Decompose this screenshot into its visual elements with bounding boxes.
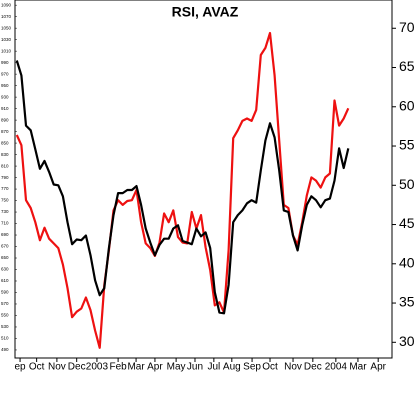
- y2-tick-label: 790: [1, 175, 9, 180]
- y-tick-label: 35: [399, 294, 415, 310]
- y2-tick-label: 1070: [1, 14, 12, 19]
- y2-tick-label: 530: [1, 324, 9, 329]
- x-tick-label: Jun: [187, 362, 203, 373]
- x-tick-label: Apr: [147, 362, 163, 373]
- x-tick-label: 2003: [86, 362, 109, 373]
- x-tick-label: Apr: [370, 362, 386, 373]
- x-tick-label: 2004: [325, 362, 348, 373]
- x-tick-label: Jul: [207, 362, 220, 373]
- y2-tick-label: 830: [1, 152, 9, 157]
- y2-tick-label: 950: [1, 83, 9, 88]
- y2-tick-label: 690: [1, 232, 9, 237]
- x-tick-label: Mar: [127, 362, 145, 373]
- y-tick-label: 55: [399, 137, 415, 153]
- line-series: [15, 60, 350, 315]
- y2-tick-label: 490: [1, 347, 9, 352]
- y2-tick-label: 930: [1, 94, 9, 99]
- y2-tick-label: 970: [1, 71, 9, 76]
- y-tick-label: 70: [399, 19, 415, 35]
- y2-tick-label: 670: [1, 244, 9, 249]
- x-tick-label: Dec: [68, 362, 86, 373]
- y2-tick-label: 910: [1, 106, 9, 111]
- y-tick-label: 30: [399, 333, 415, 349]
- y-tick-label: 60: [399, 97, 415, 113]
- y2-tick-label: 650: [1, 255, 9, 260]
- y2-tick-label: 590: [1, 290, 9, 295]
- y2-tick-label: 550: [1, 313, 9, 318]
- y-tick-label: 50: [399, 176, 415, 192]
- y2-tick-label: 570: [1, 301, 9, 306]
- x-tick-label: Sep: [243, 362, 261, 373]
- y-tick-label: 65: [399, 58, 415, 74]
- y2-tick-label: 1010: [1, 48, 12, 53]
- x-tick-label: Dec: [304, 362, 322, 373]
- y2-tick-label: 870: [1, 129, 9, 134]
- y2-tick-label: 1030: [1, 37, 12, 42]
- y-tick-label: 40: [399, 254, 415, 270]
- x-tick-label: Aug: [223, 362, 241, 373]
- y2-tick-label: 730: [1, 209, 9, 214]
- y2-tick-label: 850: [1, 140, 9, 145]
- y-tick-label: 45: [399, 215, 415, 231]
- y2-tick-label: 750: [1, 198, 9, 203]
- chart-title: RSI, AVAZ: [172, 4, 239, 20]
- y2-tick-label: 1050: [1, 25, 12, 30]
- x-tick-label: ep: [15, 362, 27, 373]
- x-tick-label: May: [167, 362, 186, 373]
- x-tick-label: Mar: [349, 362, 367, 373]
- plot-frame: [14, 0, 393, 359]
- y2-tick-label: 990: [1, 60, 9, 65]
- y2-tick-label: 510: [1, 336, 9, 341]
- x-tick-label: Nov: [48, 362, 66, 373]
- y2-tick-label: 1090: [1, 2, 12, 7]
- y2-tick-label: 610: [1, 278, 9, 283]
- y2-tick-label: 630: [1, 267, 9, 272]
- x-tick-label: Oct: [29, 362, 45, 373]
- x-tick-label: Nov: [284, 362, 302, 373]
- x-tick-label: Oct: [262, 362, 278, 373]
- x-tick-label: Feb: [109, 362, 127, 373]
- y2-tick-label: 810: [1, 163, 9, 168]
- y2-tick-label: 710: [1, 221, 9, 226]
- line-series: [15, 31, 350, 349]
- y2-tick-label: 890: [1, 117, 9, 122]
- y2-tick-label: 770: [1, 186, 9, 191]
